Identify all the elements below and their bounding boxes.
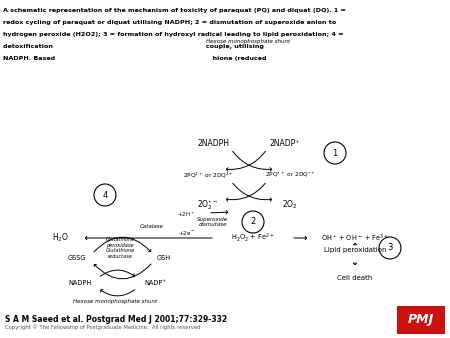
Text: 2: 2 [250, 217, 256, 226]
Text: Lipid peroxidation: Lipid peroxidation [324, 247, 386, 253]
Text: NADP⁺: NADP⁺ [144, 280, 166, 286]
Text: GSSG: GSSG [68, 255, 86, 261]
Text: 2PQ$^{\bullet+}$ or 2DQ$^{\bullet+}$: 2PQ$^{\bullet+}$ or 2DQ$^{\bullet+}$ [265, 171, 315, 179]
FancyBboxPatch shape [397, 306, 445, 334]
Text: Glutathione
peroxidase
Glutathione
reductase: Glutathione peroxidase Glutathione reduc… [105, 237, 135, 259]
Text: Hexose monophosphate shunt: Hexose monophosphate shunt [206, 39, 290, 44]
Text: Hexose monophosphate shunt: Hexose monophosphate shunt [73, 298, 157, 304]
Text: OH$^\bullet$ + OH$^-$ + Fe$^{3+}$: OH$^\bullet$ + OH$^-$ + Fe$^{3+}$ [321, 232, 389, 244]
Text: A schematic representation of the mechanism of toxicity of paraquat (PQ) and diq: A schematic representation of the mechan… [3, 8, 346, 13]
Text: S A M Saeed et al. Postgrad Med J 2001;77:329-332: S A M Saeed et al. Postgrad Med J 2001;7… [5, 315, 227, 324]
Text: detoxification                                                                  : detoxification [3, 44, 264, 49]
Text: 2O$_2^{\bullet-}$: 2O$_2^{\bullet-}$ [198, 198, 219, 212]
Text: Superoxide
dismutase: Superoxide dismutase [198, 217, 229, 227]
Text: redox cycling of paraquat or diquat utilising NADPH; 2 = dismutation of superoxi: redox cycling of paraquat or diquat util… [3, 20, 336, 25]
Text: NADPH. Based                                                                    : NADPH. Based [3, 56, 266, 61]
Text: +2H$^+$: +2H$^+$ [177, 211, 195, 219]
Text: PMJ: PMJ [408, 314, 434, 327]
Text: NADPH: NADPH [68, 280, 92, 286]
Text: +2e$^-$: +2e$^-$ [178, 229, 195, 237]
Text: H$_2$O: H$_2$O [51, 232, 68, 244]
Text: 3: 3 [387, 243, 393, 252]
Text: 2O$_2$: 2O$_2$ [282, 199, 298, 211]
Text: 2PQ$^{2+}$ or 2DQ$^{2+}$: 2PQ$^{2+}$ or 2DQ$^{2+}$ [183, 170, 234, 180]
Text: H$_2$O$_2$ + Fe$^{2+}$: H$_2$O$_2$ + Fe$^{2+}$ [231, 232, 275, 244]
Text: 1: 1 [333, 148, 338, 158]
Text: Catalase: Catalase [140, 224, 164, 230]
Text: 2NADPH: 2NADPH [197, 139, 229, 147]
Text: 2NADP⁺: 2NADP⁺ [270, 139, 300, 147]
Text: Copyright © The Fellowship of Postgraduate Medicine.  All rights reserved: Copyright © The Fellowship of Postgradua… [5, 324, 201, 330]
Text: hydrogen peroxide (H2O2); 3 = formation of hydroxyl radical leading to lipid per: hydrogen peroxide (H2O2); 3 = formation … [3, 32, 343, 37]
Text: 4: 4 [103, 191, 108, 199]
Text: GSH: GSH [157, 255, 171, 261]
Text: Cell death: Cell death [338, 275, 373, 281]
